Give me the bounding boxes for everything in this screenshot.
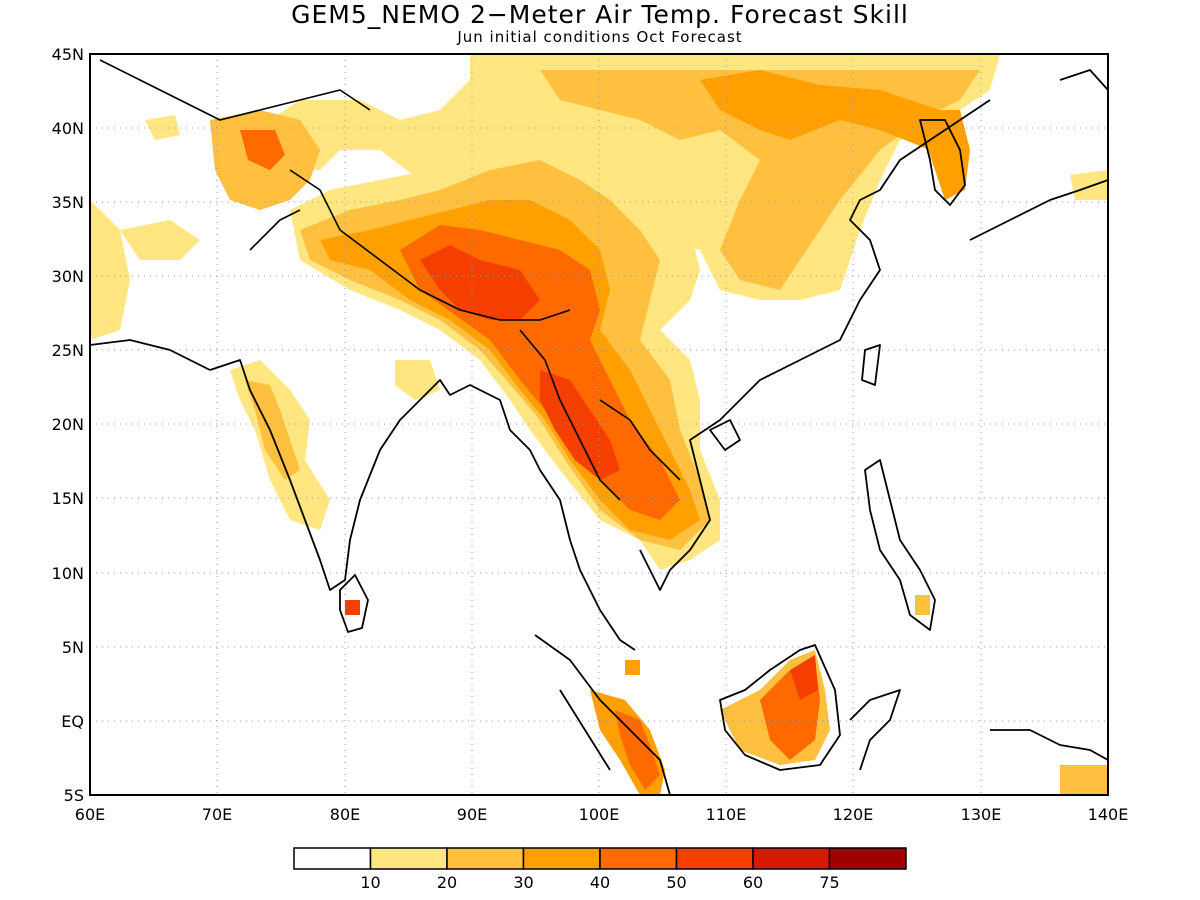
contour-japan (1070, 170, 1108, 200)
coast-sulawesi (849, 689, 901, 771)
colorbar-label-60: 60 (743, 873, 763, 892)
colorbar-label-40: 40 (590, 873, 610, 892)
colorbar-label-20: 20 (437, 873, 457, 892)
plot-frame (89, 53, 1109, 796)
coast-hainan (709, 419, 741, 451)
border-central-asia (99, 59, 371, 121)
colorbar-swatch-3 (522, 847, 601, 870)
contour-mindanao (915, 595, 930, 615)
coast-japan (969, 69, 1108, 241)
chart-title: GEM5_NEMO 2−Meter Air Temp. Forecast Ski… (291, 0, 909, 29)
lat-label-45n: 45N (52, 45, 84, 64)
contour-north-china-3 (700, 70, 960, 150)
coastlines (90, 59, 1108, 795)
coast-indochina (639, 99, 991, 591)
coast-india (209, 359, 636, 651)
lon-label-80e: 80E (330, 805, 360, 824)
contour-borneo-3 (790, 655, 818, 700)
coast-philippines (864, 459, 936, 631)
colorbar-label-10: 10 (360, 873, 380, 892)
lat-label-10n: 10N (52, 564, 84, 583)
lon-label-60e: 60E (75, 805, 105, 824)
lat-label-5n: 5N (62, 638, 84, 657)
border-himalaya (249, 169, 571, 321)
lon-label-110e: 110E (706, 805, 747, 824)
coast-taiwan (861, 344, 881, 386)
contour-new-guinea (1060, 765, 1108, 795)
colorbar-label-50: 50 (666, 873, 686, 892)
lon-label-100e: 100E (579, 805, 620, 824)
contour-tibet-60 (420, 245, 540, 320)
contour-west-india-2 (245, 380, 300, 480)
contour-iran (120, 220, 200, 260)
coast-borneo (719, 644, 841, 771)
contour-afghanistan-2 (240, 130, 285, 170)
contour-west-light (90, 200, 130, 340)
colorbar-label-75: 75 (819, 873, 839, 892)
lat-axis-labels: 45N 40N 35N 30N 25N 20N 15N 10N 5N EQ 5S (52, 45, 84, 805)
colorbar-swatch-5 (675, 847, 754, 870)
coast-sri-lanka (339, 574, 369, 633)
colorbar-swatch-4 (599, 847, 678, 870)
lat-label-35n: 35N (52, 193, 84, 212)
chart-subtitle: Jun initial conditions Oct Forecast (457, 28, 743, 46)
contour-sri-lanka (345, 600, 360, 615)
contour-sumatra-n (625, 660, 640, 675)
lat-label-20n: 20N (52, 415, 84, 434)
coast-korea (919, 119, 966, 206)
coast-sumatra (534, 634, 671, 795)
contour-korea (920, 110, 970, 200)
skill-shading (90, 54, 1108, 795)
lon-label-70e: 70E (202, 805, 232, 824)
colorbar-swatch-1 (369, 847, 448, 870)
contour-sumatra-2 (615, 710, 660, 790)
colorbar-swatch-0 (293, 847, 372, 870)
lon-label-90e: 90E (457, 805, 487, 824)
coast-west (90, 339, 211, 371)
lat-label-5s: 5S (64, 786, 84, 805)
coast-new-guinea (990, 729, 1108, 761)
lon-axis-labels: 60E 70E 80E 90E 100E 110E 120E 130E 140E (75, 805, 1129, 824)
lon-label-140e: 140E (1088, 805, 1129, 824)
colorbar: 10 20 30 40 50 60 75 (293, 847, 907, 892)
contour-central-india (395, 360, 440, 400)
lat-label-eq: EQ (61, 712, 84, 731)
colorbar-swatch-6 (752, 847, 831, 870)
lon-label-120e: 120E (833, 805, 874, 824)
lat-label-15n: 15N (52, 489, 84, 508)
lon-label-130e: 130E (961, 805, 1002, 824)
lat-label-30n: 30N (52, 267, 84, 286)
lat-label-40n: 40N (52, 119, 84, 138)
contour-myanmar-60 (540, 370, 620, 480)
colorbar-swatch-7 (828, 847, 907, 870)
border-indochina (519, 329, 681, 501)
colorbar-label-30: 30 (513, 873, 533, 892)
colorbar-swatch-2 (446, 847, 525, 870)
lat-label-25n: 25N (52, 341, 84, 360)
